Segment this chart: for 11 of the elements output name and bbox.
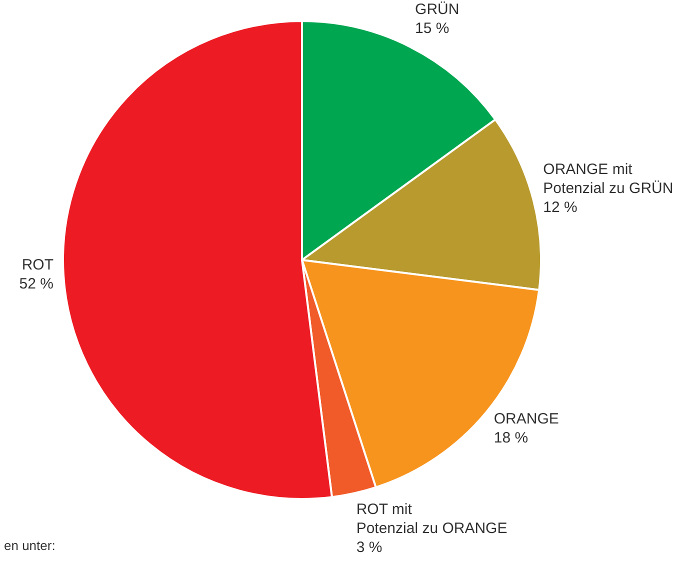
data-label: 12 % <box>543 199 578 216</box>
slice-label: ORANGE mit Potenzial zu GRÜN <box>543 161 674 198</box>
data-label: 18 % <box>494 429 528 446</box>
data-label: 3 % <box>356 538 382 556</box>
data-label: 52 % <box>19 275 54 292</box>
slice-label: ROT <box>22 256 54 274</box>
text: en unter: <box>4 538 56 554</box>
slice-label: GRÜN <box>415 0 460 18</box>
slice-label: ORANGE <box>494 410 559 428</box>
data-label: 15 % <box>415 20 450 37</box>
slice-label: ROT mit Potenzial zu ORANGE <box>356 500 508 537</box>
